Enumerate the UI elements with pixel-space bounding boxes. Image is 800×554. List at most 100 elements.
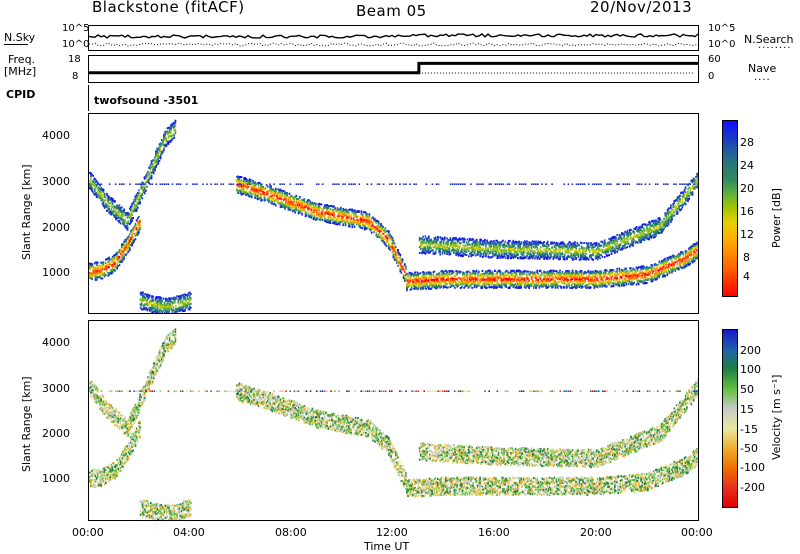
scatter-cell <box>384 227 387 230</box>
scatter-cell <box>631 272 633 275</box>
scatter-cell <box>143 184 146 187</box>
scatter-cell <box>569 274 572 277</box>
scatter-cell <box>394 245 397 248</box>
scatter-cell <box>318 205 320 208</box>
scatter-cell <box>325 210 327 213</box>
scatter-cell <box>417 273 420 276</box>
scatter-cell <box>249 178 252 181</box>
scatter-cell <box>134 206 137 209</box>
scatter-cell <box>336 223 339 226</box>
scatter-cell <box>626 273 629 276</box>
scatter-cell <box>308 206 310 209</box>
scatter-cell <box>554 283 557 286</box>
scatter-cell <box>520 277 522 280</box>
scatter-cell <box>640 272 642 275</box>
scatter-cell <box>110 208 113 211</box>
scatter-cell <box>568 271 570 274</box>
scatter-cell <box>623 274 625 277</box>
scatter-cell <box>135 196 138 199</box>
scatter-cell <box>503 283 505 286</box>
scatter-cell <box>456 285 458 288</box>
scatter-cell <box>152 295 154 298</box>
scatter-cell <box>333 213 335 216</box>
scatter-cell <box>633 268 635 271</box>
scatter-cell <box>183 303 185 306</box>
scatter-cell <box>643 282 646 285</box>
scatter-cell <box>106 193 108 196</box>
scatter-cell <box>642 282 645 285</box>
scatter-cell <box>400 271 403 274</box>
scatter-cell <box>577 274 580 277</box>
scatter-cell <box>430 273 432 276</box>
scatter-cell <box>499 283 502 286</box>
scatter-cell <box>619 281 622 284</box>
scatter-cell <box>309 200 311 203</box>
scatter-cell <box>457 282 460 285</box>
scatter-cell <box>611 268 614 271</box>
scatter-cell <box>123 252 125 255</box>
scatter-cell <box>344 224 347 227</box>
scatter-cell <box>146 185 148 188</box>
scatter-cell <box>125 249 128 251</box>
scatter-cell <box>90 265 92 268</box>
scatter-cell <box>184 309 186 312</box>
scatter-cell <box>378 235 381 237</box>
scatter-cell <box>595 285 598 287</box>
scatter-cell <box>329 218 332 221</box>
scatter-cell <box>333 212 335 215</box>
scatter-cell <box>502 274 504 277</box>
scatter-cell <box>334 220 336 223</box>
scatter-cell <box>385 234 388 237</box>
scatter-cell <box>132 229 134 232</box>
scatter-cell <box>92 272 94 275</box>
scatter-cell <box>291 206 293 209</box>
scatter-cell <box>107 260 109 263</box>
scatter-cell <box>327 207 330 209</box>
scatter-cell <box>257 183 260 186</box>
scatter-cell <box>567 282 569 284</box>
scatter-cell <box>272 197 275 200</box>
scatter-cell <box>318 218 320 221</box>
scatter-cell <box>333 210 335 213</box>
scatter-cell <box>102 204 105 207</box>
scatter-cell <box>106 192 108 195</box>
scatter-cell <box>110 197 113 199</box>
scatter-cell <box>552 285 554 288</box>
scatter-cell <box>416 275 419 278</box>
scatter-cell <box>612 281 615 284</box>
scatter-cell <box>625 272 627 275</box>
scatter-cell <box>287 201 290 204</box>
scatter-cell <box>248 178 251 181</box>
scatter-cell <box>602 273 605 275</box>
scatter-cell <box>129 216 131 219</box>
scatter-cell <box>168 310 170 313</box>
scatter-cell <box>292 202 294 205</box>
scatter-cell <box>336 210 339 213</box>
scatter-cell <box>138 227 140 229</box>
scatter-cell <box>519 274 521 277</box>
scatter-cell <box>596 279 599 282</box>
scatter-cell <box>426 284 429 287</box>
scatter-cell <box>570 275 573 278</box>
beam-title: Beam 05 <box>356 2 427 20</box>
scatter-cell <box>165 138 168 141</box>
scatter-cell <box>614 273 616 276</box>
scatter-cell <box>364 225 366 228</box>
scatter-cell <box>103 196 106 199</box>
scatter-cell <box>261 193 263 196</box>
scatter-cell <box>137 222 139 225</box>
scatter-cell <box>602 281 605 284</box>
scatter-cell <box>115 212 117 214</box>
scatter-cell <box>560 272 562 275</box>
scatter-cell <box>552 276 554 279</box>
scatter-cell <box>576 278 578 281</box>
scatter-cell <box>100 187 102 189</box>
scatter-cell <box>146 181 148 183</box>
scatter-cell <box>260 199 262 202</box>
scatter-cell <box>392 252 395 254</box>
scatter-cell <box>118 204 121 207</box>
scatter-cell <box>159 147 162 150</box>
scatter-cell <box>578 280 581 283</box>
scatter-cell <box>118 264 121 267</box>
scatter-cell <box>303 206 306 208</box>
